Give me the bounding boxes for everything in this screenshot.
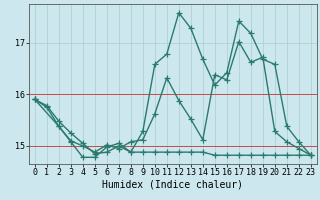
X-axis label: Humidex (Indice chaleur): Humidex (Indice chaleur)	[102, 180, 243, 190]
